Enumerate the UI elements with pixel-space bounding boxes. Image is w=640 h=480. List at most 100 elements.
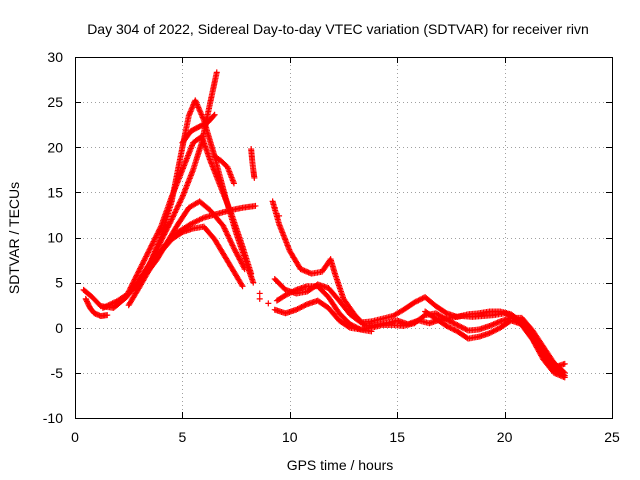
data-point [151, 237, 158, 244]
x-tick-label: 20 [497, 429, 513, 445]
data-point [105, 302, 112, 309]
data-point [444, 323, 451, 330]
data-point [211, 111, 218, 118]
data-point [493, 326, 500, 333]
data-point [150, 238, 157, 245]
data-point [145, 249, 152, 256]
data-point [490, 328, 497, 335]
data-point [162, 228, 169, 235]
data-point [146, 246, 153, 253]
y-tick-label: 15 [47, 184, 63, 200]
data-point [251, 174, 258, 181]
data-point [350, 323, 357, 330]
data-marks [80, 69, 568, 381]
data-point [256, 295, 263, 302]
data-point [160, 232, 167, 239]
data-point [148, 242, 155, 249]
data-point [137, 265, 144, 272]
data-point [155, 242, 162, 249]
series-arc-12 [422, 308, 568, 379]
data-point [158, 236, 165, 243]
data-point [457, 323, 464, 330]
series-arc-15 [211, 153, 237, 187]
y-axis-label: SDTVAR / TECUs [6, 182, 22, 294]
data-point [153, 233, 160, 240]
data-point [135, 268, 142, 275]
data-point [152, 234, 159, 241]
data-point [450, 320, 457, 327]
series-arc-3 [125, 133, 255, 295]
data-point [301, 302, 308, 309]
data-point [138, 262, 145, 269]
data-point [487, 329, 494, 336]
data-point [297, 304, 304, 311]
data-point [454, 322, 461, 329]
data-point [133, 272, 140, 279]
data-point [147, 243, 154, 250]
data-point [167, 219, 174, 226]
data-point [210, 112, 217, 119]
data-point [163, 227, 170, 234]
data-point [486, 330, 493, 337]
data-point [142, 254, 149, 261]
data-point [291, 287, 298, 294]
data-point [130, 279, 137, 286]
data-point [352, 323, 359, 330]
data-point [256, 290, 263, 297]
data-point [346, 321, 353, 328]
data-point [411, 299, 418, 306]
data-point [265, 300, 272, 307]
data-point [104, 302, 111, 309]
data-point [155, 227, 162, 234]
data-point [132, 275, 139, 282]
data-point [143, 252, 150, 259]
data-point [129, 280, 136, 287]
data-point [415, 297, 422, 304]
y-tick-label: 20 [47, 139, 63, 155]
y-tick-label: 5 [55, 275, 63, 291]
data-point [155, 243, 162, 250]
data-point [139, 260, 146, 267]
series-arc-10 [271, 297, 568, 376]
data-point [248, 270, 255, 277]
x-tick-label: 5 [179, 429, 187, 445]
x-tick-label: 15 [389, 429, 405, 445]
data-point [560, 371, 567, 378]
data-point [295, 305, 302, 312]
data-point [164, 224, 171, 231]
x-axis-label: GPS time / hours [287, 457, 394, 473]
series-arc-11 [273, 283, 375, 335]
data-point [289, 288, 296, 295]
data-point [136, 266, 143, 273]
data-point [165, 221, 172, 228]
data-point [104, 312, 111, 319]
data-point [283, 291, 290, 298]
data-point [147, 245, 154, 252]
y-tick-label: -5 [51, 365, 64, 381]
data-point [448, 325, 455, 332]
data-point [447, 318, 454, 325]
data-point [161, 231, 168, 238]
data-point [139, 261, 146, 268]
data-point [412, 298, 419, 305]
data-point [285, 290, 292, 297]
data-point [561, 372, 568, 379]
data-point [451, 327, 458, 334]
data-point [157, 225, 164, 232]
data-point [282, 292, 289, 299]
data-point [151, 235, 158, 242]
data-point [356, 325, 363, 332]
data-point [293, 306, 300, 313]
data-point [134, 271, 141, 278]
data-point [420, 313, 427, 320]
data-point [156, 226, 163, 233]
data-point [241, 266, 248, 273]
y-tick-label: 30 [47, 49, 63, 65]
y-tick-label: 0 [55, 320, 63, 336]
chart-title: Day 304 of 2022, Sidereal Day-to-day VTE… [87, 21, 589, 37]
data-point [157, 239, 164, 246]
series-arc-6 [125, 223, 246, 309]
data-point [131, 276, 138, 283]
data-point [444, 317, 451, 324]
